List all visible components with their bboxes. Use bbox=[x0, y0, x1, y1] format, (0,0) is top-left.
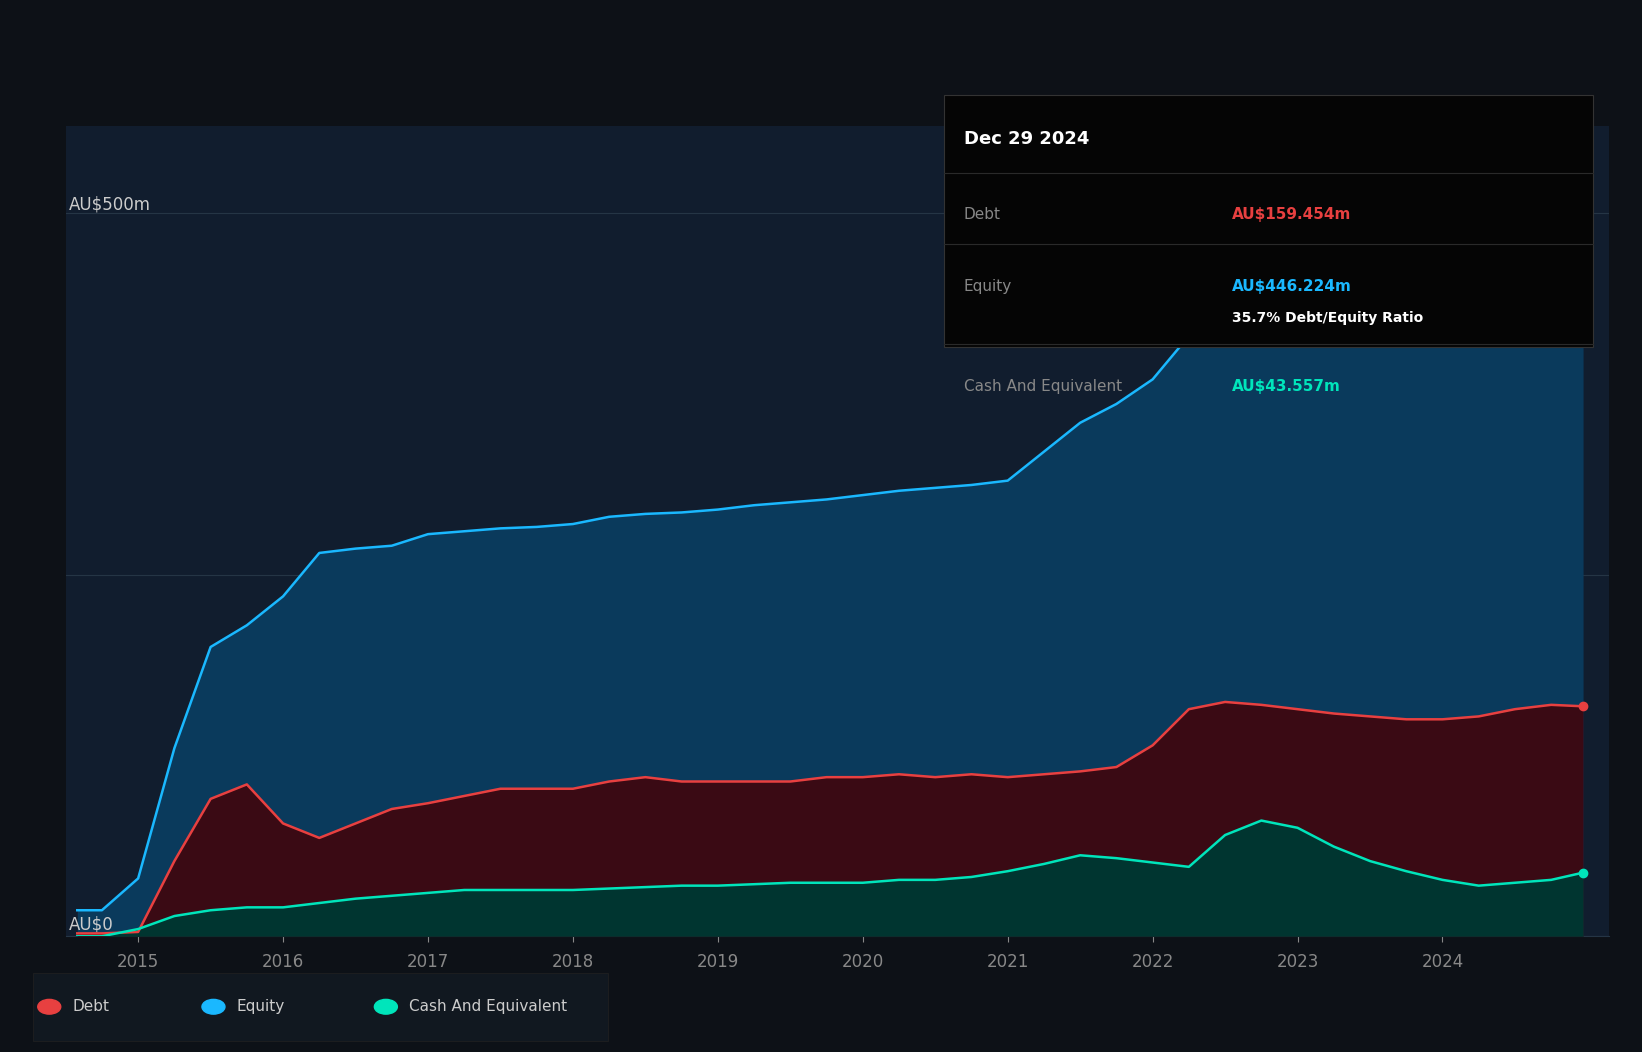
Text: Equity: Equity bbox=[964, 279, 1011, 294]
Text: AU$159.454m: AU$159.454m bbox=[1232, 207, 1351, 222]
Text: Debt: Debt bbox=[72, 999, 110, 1014]
Text: AU$0: AU$0 bbox=[69, 915, 113, 933]
Text: AU$43.557m: AU$43.557m bbox=[1232, 379, 1340, 393]
Text: Cash And Equivalent: Cash And Equivalent bbox=[964, 379, 1121, 393]
Text: Cash And Equivalent: Cash And Equivalent bbox=[409, 999, 566, 1014]
Text: 35.7% Debt/Equity Ratio: 35.7% Debt/Equity Ratio bbox=[1232, 310, 1422, 325]
Text: Dec 29 2024: Dec 29 2024 bbox=[964, 129, 1089, 148]
Text: AU$500m: AU$500m bbox=[69, 195, 151, 213]
Text: Debt: Debt bbox=[964, 207, 1002, 222]
Text: AU$446.224m: AU$446.224m bbox=[1232, 279, 1351, 294]
Text: Equity: Equity bbox=[236, 999, 284, 1014]
